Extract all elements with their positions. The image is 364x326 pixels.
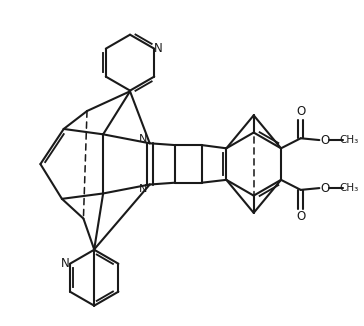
Text: N: N	[139, 184, 147, 194]
Text: CH₃: CH₃	[339, 135, 359, 145]
Text: O: O	[296, 105, 305, 118]
Text: O: O	[320, 134, 329, 147]
Text: O: O	[320, 182, 329, 195]
Text: N: N	[139, 134, 147, 144]
Text: N: N	[154, 42, 163, 55]
Text: CH₃: CH₃	[339, 183, 359, 193]
Text: N: N	[60, 257, 69, 270]
Text: O: O	[296, 210, 305, 223]
